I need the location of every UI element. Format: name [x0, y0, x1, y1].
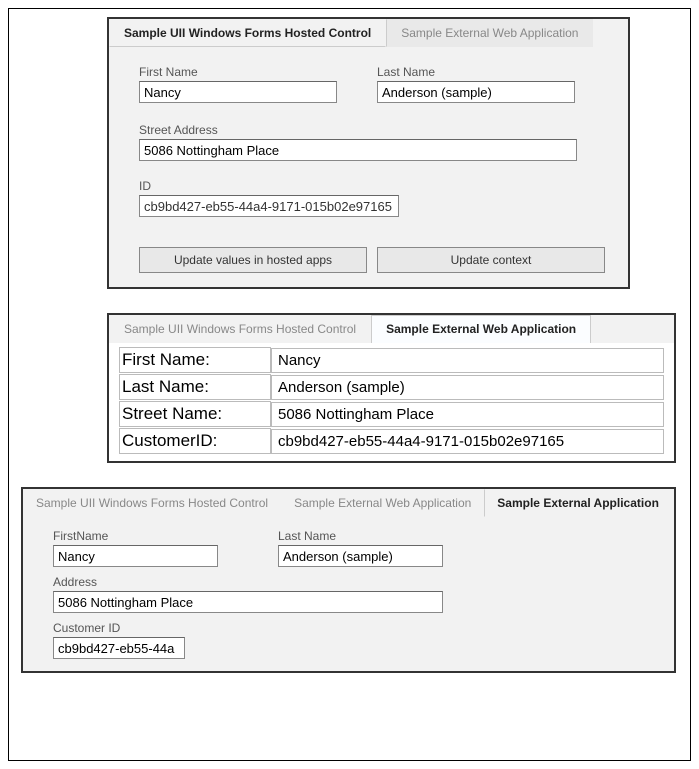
tab-hosted-control[interactable]: Sample UII Windows Forms Hosted Control [109, 19, 386, 47]
p3-address-input[interactable] [53, 591, 443, 613]
tab-external-app-3[interactable]: Sample External Application [484, 489, 672, 517]
tab-hosted-control-3[interactable]: Sample UII Windows Forms Hosted Control [23, 489, 281, 517]
tab-external-web-app[interactable]: Sample External Web Application [386, 19, 593, 47]
p2-customer-id-value[interactable] [271, 429, 664, 454]
p2-customer-id-label: CustomerID: [119, 428, 271, 454]
p3-last-name-label: Last Name [278, 529, 443, 543]
p3-customer-id-input[interactable] [53, 637, 185, 659]
p3-first-name-label: FirstName [53, 529, 218, 543]
id-label: ID [139, 179, 399, 193]
tab-external-web-app-3[interactable]: Sample External Web Application [281, 489, 484, 517]
p2-last-name-label: Last Name: [119, 374, 271, 400]
update-hosted-apps-button[interactable]: Update values in hosted apps [139, 247, 367, 273]
panel3-body: FirstName Last Name Address Customer ID [23, 517, 674, 671]
panel1-tabstrip: Sample UII Windows Forms Hosted Control … [109, 19, 628, 47]
p2-street-name-value[interactable] [271, 402, 664, 427]
tab-hosted-control-2[interactable]: Sample UII Windows Forms Hosted Control [109, 315, 371, 343]
p3-address-label: Address [53, 575, 443, 589]
panel2-body: First Name: Last Name: Street Name: Cust… [109, 343, 674, 461]
id-input[interactable] [139, 195, 399, 217]
first-name-input[interactable] [139, 81, 337, 103]
p2-first-name-label: First Name: [119, 347, 271, 373]
panel-external-app: Sample UII Windows Forms Hosted Control … [21, 487, 676, 673]
panel3-tabstrip: Sample UII Windows Forms Hosted Control … [23, 489, 674, 517]
p3-first-name-input[interactable] [53, 545, 218, 567]
p3-last-name-input[interactable] [278, 545, 443, 567]
last-name-label: Last Name [377, 65, 575, 79]
outer-frame: Sample UII Windows Forms Hosted Control … [8, 8, 691, 761]
last-name-input[interactable] [377, 81, 575, 103]
first-name-label: First Name [139, 65, 337, 79]
panel1-body: First Name Last Name Street Address ID U… [109, 47, 628, 287]
street-address-input[interactable] [139, 139, 577, 161]
p2-street-name-label: Street Name: [119, 401, 271, 427]
panel2-tabstrip: Sample UII Windows Forms Hosted Control … [109, 315, 674, 343]
tab-external-web-app-2[interactable]: Sample External Web Application [371, 315, 591, 343]
p3-customer-id-label: Customer ID [53, 621, 185, 635]
panel-hosted-control: Sample UII Windows Forms Hosted Control … [107, 17, 630, 289]
p2-first-name-value[interactable] [271, 348, 664, 373]
p2-last-name-value[interactable] [271, 375, 664, 400]
street-address-label: Street Address [139, 123, 577, 137]
update-context-button[interactable]: Update context [377, 247, 605, 273]
panel-external-web: Sample UII Windows Forms Hosted Control … [107, 313, 676, 463]
